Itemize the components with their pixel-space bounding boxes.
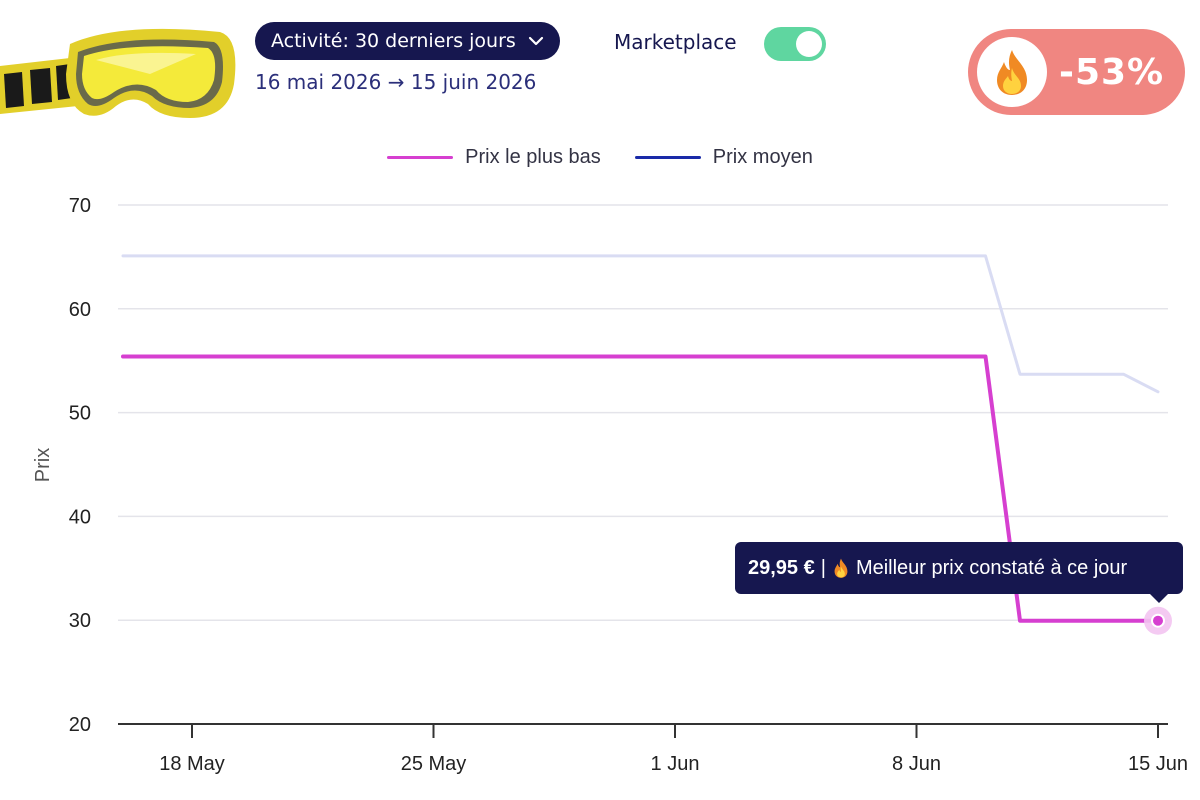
activity-period-label: Activité: 30 derniers jours	[271, 30, 516, 52]
fire-icon-circle	[977, 37, 1047, 107]
date-start: 16 mai 2026	[255, 70, 382, 94]
activity-period-dropdown[interactable]: Activité: 30 derniers jours	[255, 22, 560, 60]
marketplace-label: Marketplace	[614, 30, 737, 54]
x-tick-label: 8 Jun	[892, 753, 941, 775]
legend-swatch-lowest-price	[387, 156, 454, 159]
y-axis-title: Prix	[32, 448, 54, 482]
tooltip-separator: |	[820, 556, 826, 579]
price-tooltip: 29,95 € | Meilleur prix constaté à ce jo…	[735, 542, 1183, 594]
y-tick-label: 20	[69, 714, 91, 736]
y-tick-label: 60	[69, 299, 91, 321]
x-tick-label: 1 Jun	[651, 753, 700, 775]
x-tick-label: 25 May	[401, 753, 467, 775]
y-tick-label: 40	[69, 506, 91, 528]
tooltip-message: Meilleur prix constaté à ce jour	[855, 556, 1128, 579]
x-tick-label: 18 May	[159, 753, 225, 775]
tooltip-arrow	[1150, 594, 1168, 603]
chart-legend: Prix le plus bas Prix moyen	[0, 146, 1200, 169]
fire-icon	[834, 558, 848, 578]
legend-swatch-average-price	[634, 156, 701, 159]
y-tick-label: 70	[69, 195, 91, 217]
date-end: 15 juin 2026	[410, 70, 537, 94]
x-axis: 18 May 25 May 1 Jun 8 Jun 15 Jun	[118, 723, 1188, 775]
series-line-lowest-price	[121, 354, 1160, 623]
x-tick-label: 15 Jun	[1128, 753, 1188, 775]
highlight-marker	[1144, 606, 1172, 635]
tooltip-price: 29,95 €	[748, 556, 815, 579]
legend-item-average-price[interactable]: Prix moyen	[634, 146, 813, 169]
arrow-right-icon: →	[387, 70, 405, 94]
marketplace-toggle[interactable]	[764, 27, 826, 61]
y-tick-label: 50	[69, 403, 91, 425]
series-lines	[121, 254, 1160, 623]
y-tick-label: 30	[69, 610, 91, 632]
fire-icon	[997, 50, 1027, 95]
legend-label-average-price: Prix moyen	[712, 146, 813, 168]
chevron-down-icon	[528, 36, 543, 46]
series-line-average-price	[121, 254, 1160, 394]
highlight-point	[1151, 613, 1165, 628]
toggle-knob	[796, 31, 822, 57]
legend-item-lowest-price[interactable]: Prix le plus bas	[387, 146, 601, 169]
discount-percentage: -53%	[1059, 51, 1165, 93]
legend-label-lowest-price: Prix le plus bas	[465, 146, 601, 168]
product-goggles-image	[0, 28, 236, 118]
grid-lines	[118, 204, 1168, 621]
discount-badge: -53%	[968, 29, 1185, 115]
y-axis: 20 30 40 50 60 70	[69, 195, 91, 736]
date-range: 16 mai 2026 → 15 juin 2026	[255, 70, 536, 94]
